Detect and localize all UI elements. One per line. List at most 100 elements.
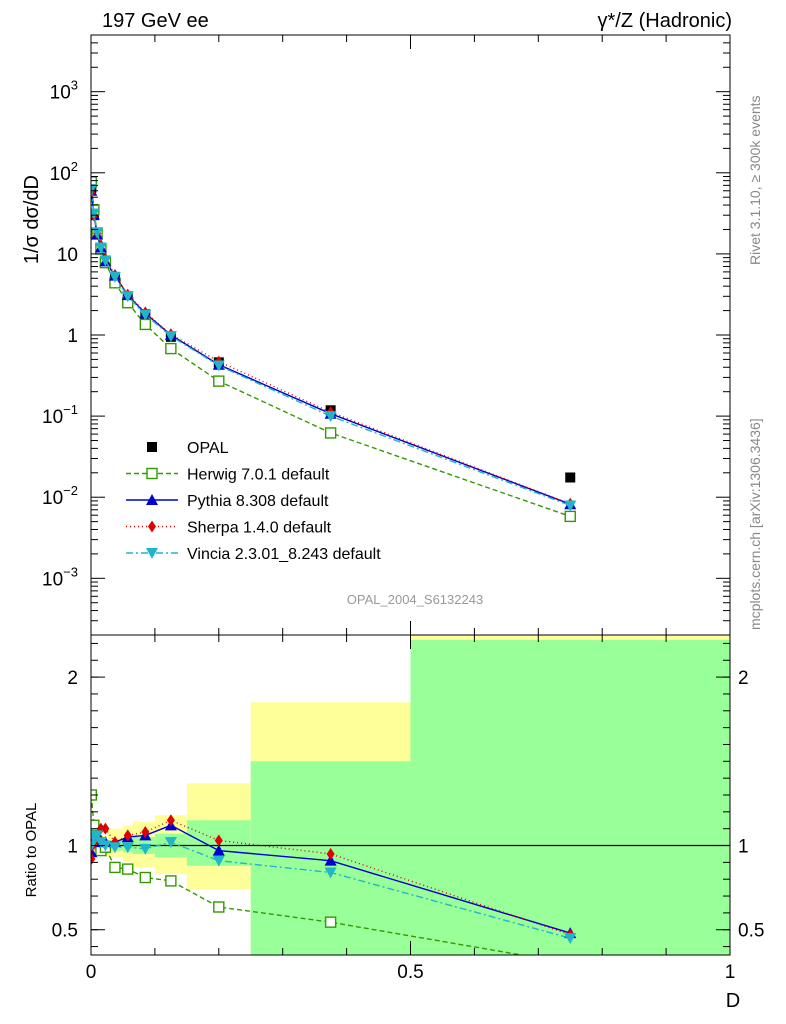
ratio-axes: 0.5 0.51 12 20 0.5 1: [52, 635, 764, 983]
data-point: [324, 916, 337, 928]
legend-marker: [146, 467, 158, 480]
data-point: [91, 184, 98, 196]
data-point: [91, 208, 100, 220]
legend-label: Vincia 2.3.01_8.243 default: [187, 546, 381, 563]
main-plot-content: [91, 176, 577, 523]
data-point: [324, 427, 337, 439]
data-point: [108, 842, 121, 854]
data-point: [91, 830, 104, 842]
tick-base: 10: [42, 569, 63, 590]
legend-label: Sherpa 1.4.0 default: [187, 520, 332, 537]
data-point: [326, 847, 335, 860]
series-line: [91, 181, 571, 518]
tick-base: 10: [42, 488, 63, 509]
data-point: [164, 837, 177, 849]
data-point: [212, 844, 225, 856]
ratio-uncertainty-bands: [91, 635, 730, 955]
data-point: [165, 342, 177, 355]
y-tick-label: 1: [67, 326, 78, 347]
tick-exponent: 2: [71, 159, 78, 174]
series-herwig-7-0-1-default: [91, 176, 576, 523]
y-tick-label: 2: [67, 668, 78, 689]
y-tick-label: 10−3: [42, 564, 78, 590]
series-pythia-8-308-default: [91, 184, 577, 510]
y-tick-label: 103: [50, 78, 78, 104]
legend-label: OPAL: [187, 440, 229, 457]
data-point: [123, 829, 132, 842]
data-point: [565, 472, 576, 483]
data-point: [141, 826, 150, 839]
left-title: 197 GeV ee: [102, 10, 209, 32]
data-point: [212, 360, 225, 372]
tick-exponent: −2: [63, 483, 78, 498]
data-point: [564, 510, 576, 523]
legend: OPAL Herwig 7.0.1 default Pythia 8.308 def…: [126, 440, 381, 563]
stat-uncertainty-band: [410, 640, 730, 955]
series-vincia-2-3-01-8-243-default: [91, 184, 577, 512]
tick-exponent: 3: [71, 78, 78, 93]
data-point: [324, 854, 337, 866]
data-point: [99, 840, 112, 852]
y-tick-label-right: 2: [738, 668, 749, 689]
data-point: [101, 822, 110, 835]
ratio-panel: 0.5 0.51 12 20 0.5 1 Ratio to OPAL D: [23, 634, 764, 1012]
y-tick-label-right: 1: [738, 837, 749, 858]
y-tick-label: 0.5: [52, 921, 78, 942]
data-point: [139, 318, 152, 331]
data-point: [212, 855, 225, 867]
data-point: [121, 842, 134, 854]
data-point: [121, 291, 134, 303]
mcplots-label: mcplots.cern.ch [arXiv:1306.3436]: [747, 418, 763, 630]
series-sherpa-1-4-0-default: [91, 186, 575, 510]
data-point: [564, 500, 577, 512]
rivet-label: Rivet 3.1.10, ≥ 300k events: [747, 95, 763, 265]
tick-base: 10: [42, 407, 63, 428]
data-point: [109, 861, 121, 874]
data-point: [139, 843, 152, 855]
right-title: γ*/Z (Hadronic): [598, 10, 732, 32]
data-point: [108, 271, 121, 283]
data-point: [324, 867, 337, 879]
y-tick-label: 10−1: [42, 402, 78, 428]
legend-marker: [146, 548, 158, 559]
data-point: [213, 901, 225, 913]
y-tick-label: 102: [50, 159, 78, 185]
y-tick-label: 10−2: [42, 483, 78, 509]
data-point: [213, 375, 225, 387]
y-tick-label: 1: [67, 837, 78, 858]
tick-base: 10: [50, 164, 71, 185]
tick-exponent: −3: [63, 564, 78, 579]
legend-marker: [147, 442, 157, 452]
series-line: [91, 190, 571, 505]
ratio-ylabel: Ratio to OPAL: [23, 803, 40, 898]
data-point: [139, 871, 152, 884]
data-point: [94, 242, 107, 254]
legend-label: Herwig 7.0.1 default: [187, 467, 330, 484]
data-point: [165, 875, 177, 887]
data-point: [564, 933, 577, 945]
main-frame: [90, 34, 731, 636]
x-tick-label: 1: [725, 962, 736, 983]
y-tick-label-right: 0.5: [738, 921, 764, 942]
series-vincia-2-3-01-8-243-default: [91, 830, 577, 945]
legend-label: Pythia 8.308 default: [187, 493, 329, 510]
data-point: [166, 814, 175, 827]
tick-exponent: −1: [63, 402, 78, 417]
x-tick-label: 0.5: [397, 962, 423, 983]
x-tick-label: 0: [86, 962, 97, 983]
analysis-label: OPAL_2004_S6132243: [347, 592, 483, 607]
y-tick-label: 10: [57, 245, 78, 266]
data-point: [214, 834, 223, 847]
data-point: [91, 819, 100, 832]
series-line: [91, 189, 571, 507]
data-point: [324, 411, 337, 423]
x-axis-label: D: [726, 990, 740, 1012]
data-point: [122, 863, 134, 875]
data-point: [139, 309, 152, 321]
tick-base: 10: [50, 83, 71, 104]
main-ylabel: 1/σ dσ/dD: [21, 175, 43, 264]
ratio-plot-content: [91, 789, 577, 955]
